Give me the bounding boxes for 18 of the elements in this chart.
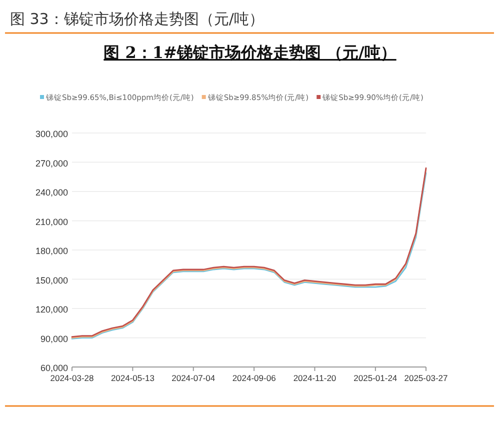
y-tick-label: 180,000	[35, 246, 68, 256]
y-tick-label: 270,000	[35, 158, 68, 168]
y-tick-label: 300,000	[35, 129, 68, 139]
chart-title: 图 33：锑锭市场价格走势图（元/吨）	[10, 10, 264, 28]
y-tick-label: 240,000	[35, 188, 68, 198]
x-tick-label: 2025-01-24	[354, 373, 398, 383]
x-tick-label: 2024-09-06	[232, 373, 276, 383]
x-tick-label: 2024-07-04	[172, 373, 216, 383]
x-tick-label: 2024-03-28	[50, 373, 94, 383]
y-tick-label: 90,000	[40, 334, 68, 344]
x-tick-label: 2025-03-27	[404, 373, 448, 383]
y-tick-label: 120,000	[35, 304, 68, 314]
x-tick-label: 2024-11-20	[293, 373, 336, 383]
y-tick-label: 60,000	[40, 363, 68, 373]
x-tick-label: 2024-05-13	[110, 373, 155, 383]
chart-subtitle: 图 2：1#锑锭市场价格走势图 （元/吨）	[104, 43, 396, 62]
y-tick-label: 150,000	[35, 275, 68, 286]
y-tick-label: 210,000	[35, 216, 68, 227]
